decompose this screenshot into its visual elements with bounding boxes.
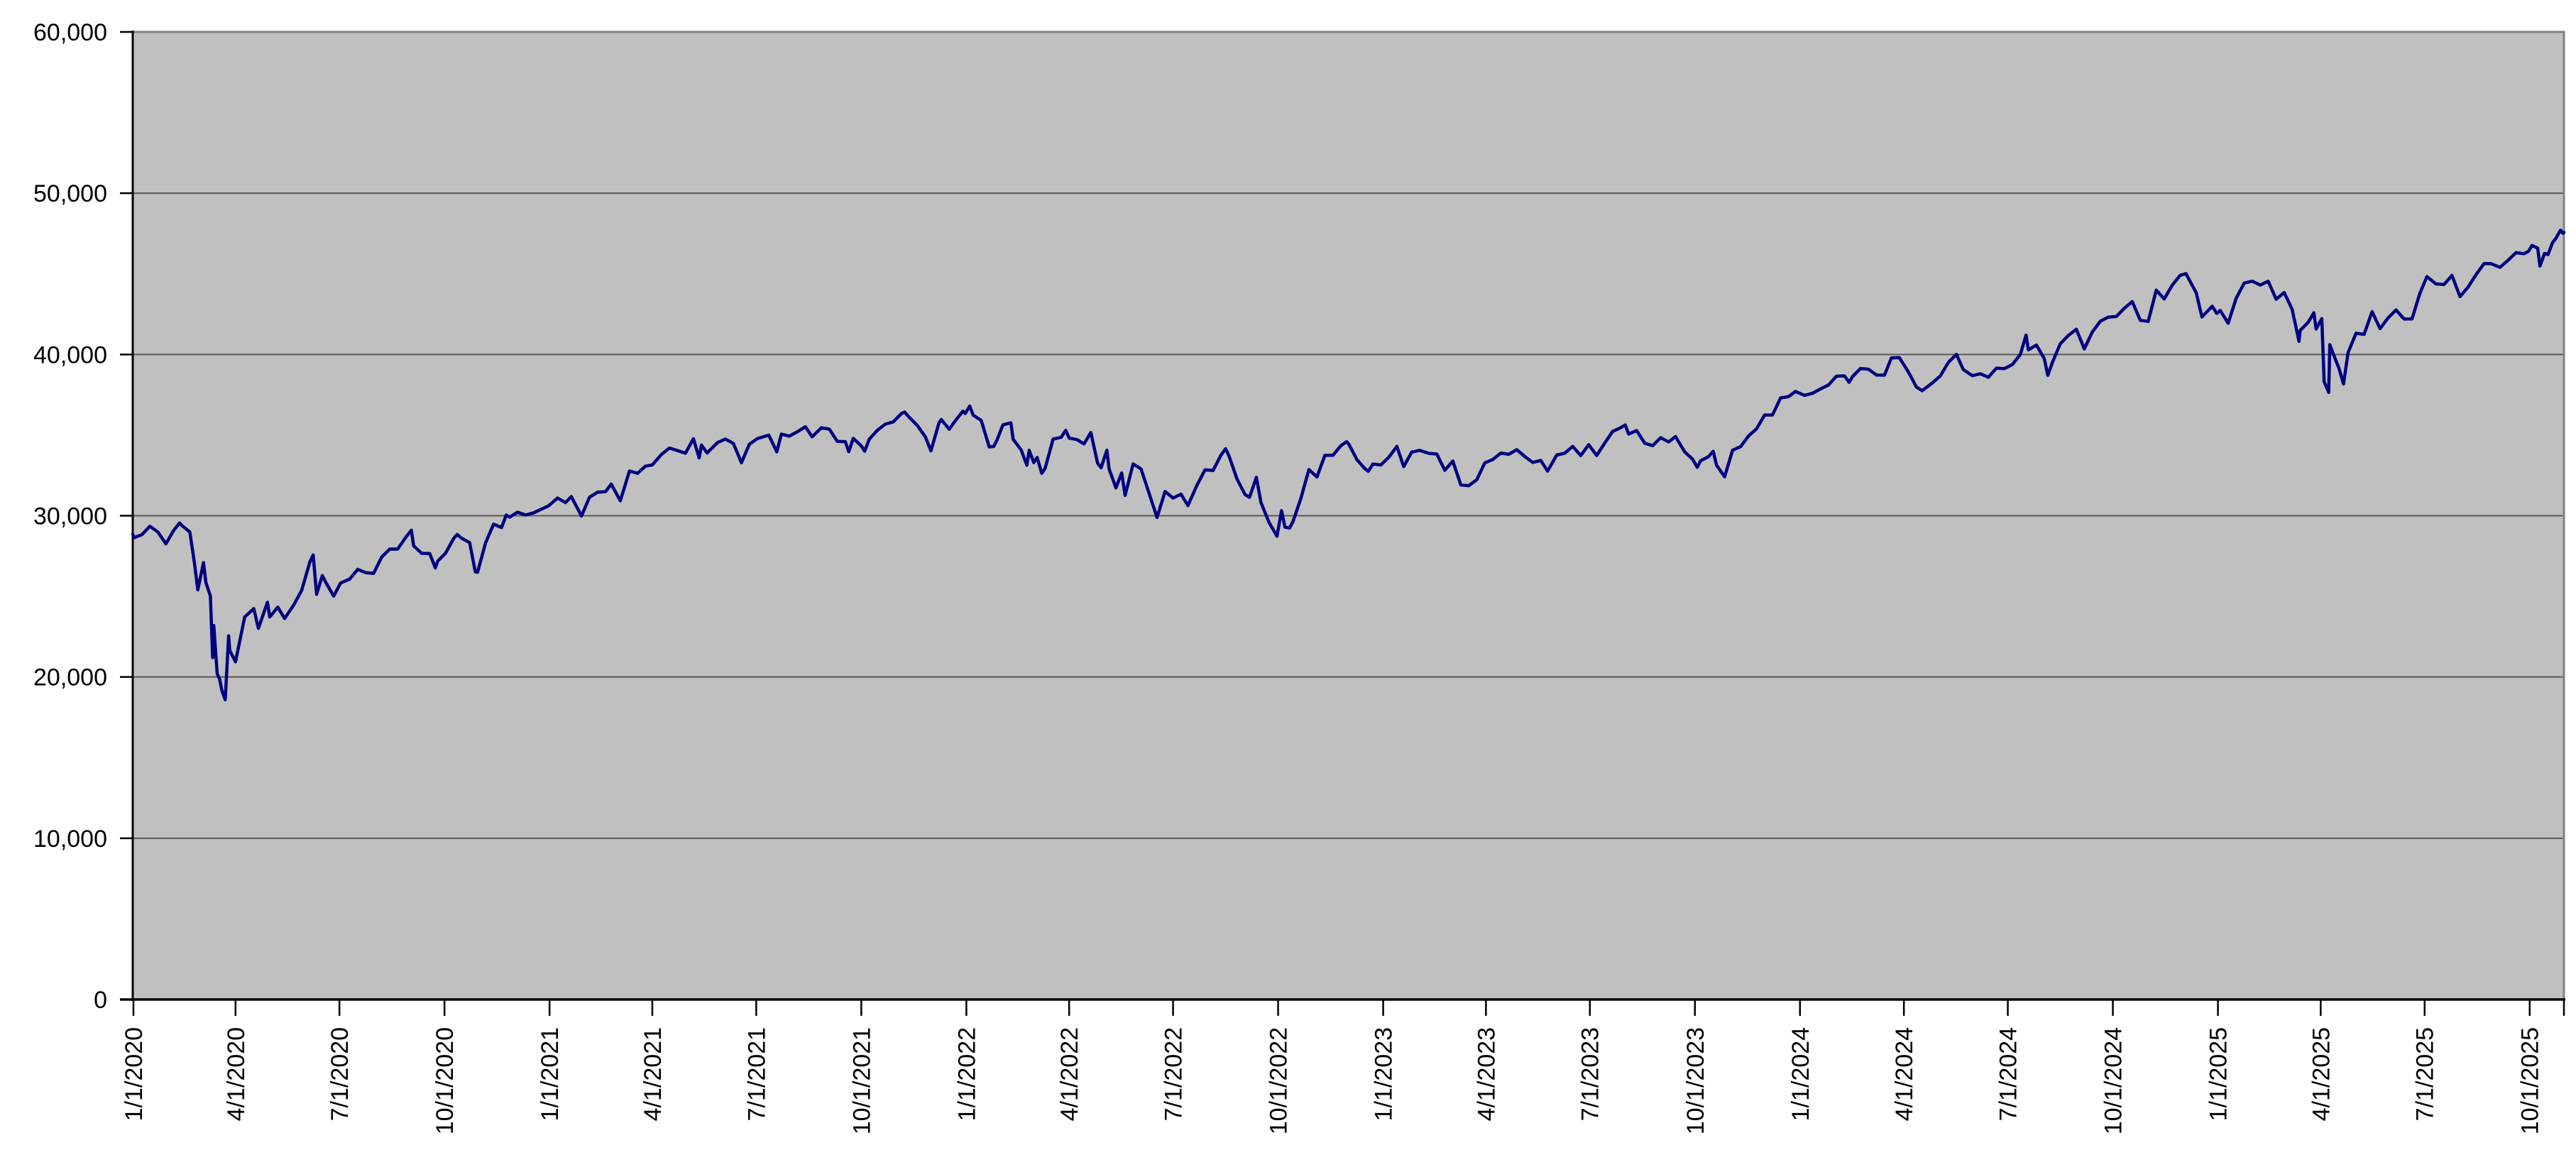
x-axis-label: 10/1/2022 bbox=[1266, 1027, 1293, 1134]
x-axis-label: 7/1/2022 bbox=[1161, 1027, 1188, 1121]
x-axis-label: 10/1/2020 bbox=[432, 1027, 459, 1134]
x-axis-label: 1/1/2022 bbox=[953, 1027, 980, 1121]
y-axis-label: 30,000 bbox=[33, 503, 107, 530]
y-axis-label: 0 bbox=[94, 987, 107, 1014]
x-axis-label: 10/1/2024 bbox=[2100, 1027, 2127, 1134]
x-axis-label: 4/1/2020 bbox=[223, 1027, 250, 1121]
x-axis-label: 7/1/2024 bbox=[1995, 1027, 2022, 1121]
x-axis-label: 10/1/2025 bbox=[2517, 1027, 2544, 1134]
x-axis-label: 7/1/2021 bbox=[743, 1027, 770, 1121]
y-axis-label: 50,000 bbox=[33, 180, 107, 207]
x-axis-label: 1/1/2025 bbox=[2205, 1027, 2232, 1121]
x-axis-label: 4/1/2021 bbox=[640, 1027, 667, 1121]
x-axis-label: 1/1/2023 bbox=[1371, 1027, 1398, 1121]
x-axis-label: 10/1/2021 bbox=[848, 1027, 875, 1134]
x-axis-label: 4/1/2023 bbox=[1473, 1027, 1500, 1121]
x-axis-label: 1/1/2020 bbox=[121, 1027, 148, 1121]
y-axis-label: 10,000 bbox=[33, 826, 107, 853]
x-axis-label: 7/1/2025 bbox=[2412, 1027, 2439, 1121]
x-axis-label: 4/1/2025 bbox=[2308, 1027, 2335, 1121]
y-axis-label: 40,000 bbox=[33, 341, 107, 368]
x-axis-label: 10/1/2023 bbox=[1682, 1027, 1709, 1134]
y-axis-label: 20,000 bbox=[33, 664, 107, 691]
x-axis-label: 7/1/2020 bbox=[327, 1027, 353, 1121]
x-axis-label: 4/1/2024 bbox=[1891, 1027, 1918, 1121]
x-axis-label: 1/1/2021 bbox=[537, 1027, 564, 1121]
price-line bbox=[131, 229, 2566, 701]
x-axis-label: 7/1/2023 bbox=[1577, 1027, 1604, 1121]
x-axis-label: 1/1/2024 bbox=[1787, 1027, 1814, 1121]
x-axis-label: 4/1/2022 bbox=[1056, 1027, 1083, 1121]
y-axis-label: 60,000 bbox=[33, 19, 107, 46]
